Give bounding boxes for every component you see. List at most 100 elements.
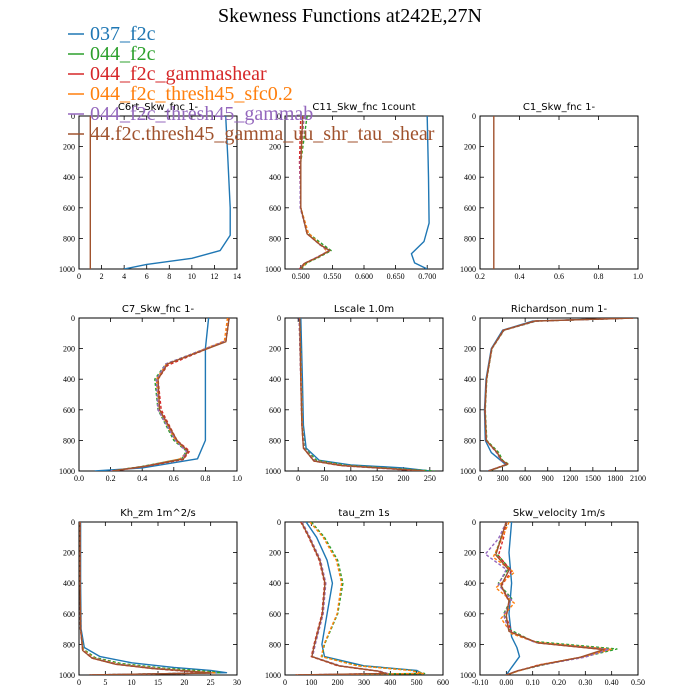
series-line-1 (94, 318, 210, 471)
legend-label: 044_f2c (90, 43, 156, 65)
series-line-4 (492, 522, 613, 675)
x-tick-label: 900 (542, 474, 554, 483)
y-tick-label: 400 (269, 375, 281, 384)
panel-title: tau_zm 1s (338, 508, 389, 519)
y-tick-label: 0 (71, 112, 75, 121)
y-tick-label: 1000 (59, 265, 75, 274)
x-tick-label: 600 (437, 678, 449, 687)
series-line-3 (497, 522, 608, 675)
x-tick-label: 400 (384, 678, 396, 687)
series-line-6 (484, 318, 634, 471)
y-tick-label: 200 (63, 143, 75, 152)
legend-label: 037_f2c (90, 23, 156, 45)
series-line-3 (79, 522, 207, 675)
x-tick-label: 200 (332, 678, 344, 687)
panels-group: C6rt_Skw_fnc 1-0 2 4 6 8 10 12 1402004006008001… (59, 102, 646, 687)
panel-3: C1_Skw_fnc 1- 0.2 0.4 0.6 0.8 1.0 0 200 400 600 80… (460, 102, 643, 281)
y-tick-label: 600 (464, 204, 476, 213)
x-tick-label: 1200 (562, 474, 578, 483)
y-tick-label: 0 (71, 518, 75, 527)
y-tick-label: 0 (277, 112, 281, 121)
y-tick-label: 600 (269, 204, 281, 213)
y-tick-label: 200 (63, 345, 75, 354)
series-line-1 (410, 116, 430, 269)
legend-label: 044_f2c_thresh45_sfc0.2 (90, 83, 293, 105)
y-tick-label: 800 (464, 640, 476, 649)
x-tick-label: 1.0 (633, 272, 643, 281)
y-tick-label: 200 (269, 345, 281, 354)
series-line-5 (296, 522, 389, 675)
figure-title: Skewness Functions at242E,27N (218, 5, 482, 27)
x-tick-label: 0.6 (169, 474, 179, 483)
y-tick-label: 600 (63, 406, 75, 415)
y-tick-label: 0 (472, 112, 476, 121)
x-tick-label: 12 (210, 272, 218, 281)
panel-7: Kh_zm 1m^2/s 0 5 10 15 20 25 30 0 200 400 600 800 100… (59, 508, 241, 687)
x-tick-label: 0.550 (323, 272, 341, 281)
y-tick-label: 400 (63, 173, 75, 182)
x-tick-label: 0 (478, 474, 482, 483)
series-line-5 (298, 318, 422, 471)
series-line-3 (298, 318, 420, 471)
x-tick-label: 0.10 (526, 678, 540, 687)
series-line-6 (79, 522, 212, 675)
y-tick-label: 1000 (460, 467, 476, 476)
series-line-1 (505, 522, 521, 675)
legend-item-4: 044_f2c_thresh45_sfc0.2 (68, 83, 293, 105)
series-line-6 (299, 318, 425, 471)
y-tick-label: 800 (464, 436, 476, 445)
x-tick-label: 0.0 (74, 474, 84, 483)
y-tick-label: 400 (464, 173, 476, 182)
y-tick-label: 200 (464, 143, 476, 152)
x-tick-label: 2100 (630, 474, 646, 483)
x-tick-label: 10 (188, 272, 196, 281)
legend-label: 44.f2c.thresh45_gamma_uu_shr_tau_shear (90, 123, 435, 145)
y-tick-label: 600 (63, 204, 75, 213)
y-tick-label: 200 (63, 549, 75, 558)
y-tick-label: 1000 (460, 265, 476, 274)
x-tick-label: 1500 (585, 474, 601, 483)
x-tick-label: 8 (167, 272, 171, 281)
x-tick-label: 0.20 (552, 678, 566, 687)
y-tick-label: 0 (472, 314, 476, 323)
y-tick-label: 600 (269, 406, 281, 415)
y-tick-label: 600 (269, 610, 281, 619)
series-line-5 (79, 522, 212, 675)
legend-item-3: 044_f2c_gammashear (68, 63, 267, 85)
series-line-2 (299, 318, 436, 471)
y-tick-label: 1000 (265, 671, 281, 680)
series-line-2 (110, 318, 230, 471)
legend-label: 044_f2c_gammashear (90, 63, 267, 85)
y-tick-label: 400 (464, 579, 476, 588)
legend-label: 044_f2c_thresh45_gammab (90, 103, 313, 125)
series-group (298, 116, 430, 269)
x-tick-label: 0.600 (355, 272, 373, 281)
plot-frame (78, 521, 238, 676)
x-tick-label: 600 (519, 474, 531, 483)
y-tick-label: 0 (71, 314, 75, 323)
panel-4: C7_Skw_fnc 1- 0.0 0.2 0.4 0.6 0.8 1.0 0 200 400 60… (59, 304, 242, 483)
x-tick-label: 0.500 (292, 272, 310, 281)
y-tick-label: 0 (472, 518, 476, 527)
series-line-1 (483, 318, 631, 471)
y-tick-label: 1000 (59, 671, 75, 680)
x-tick-label: 0.50 (631, 678, 645, 687)
panel-title: C11_Skw_fnc 1count (312, 102, 415, 113)
x-tick-label: 5 (103, 678, 107, 687)
x-tick-label: 6 (145, 272, 149, 281)
x-tick-label: 500 (411, 678, 423, 687)
x-tick-label: 1.0 (232, 474, 242, 483)
legend: 037_f2c044_f2c044_f2c_gammashear044_f2c_… (68, 23, 435, 145)
series-line-2 (79, 522, 222, 675)
series-line-5 (484, 522, 610, 675)
series-line-4 (299, 318, 425, 471)
x-tick-label: 0.2 (475, 272, 485, 281)
x-tick-label: 0.4 (515, 272, 525, 281)
x-tick-label: 0.8 (200, 474, 210, 483)
series-line-6 (495, 522, 605, 675)
series-line-4 (79, 522, 217, 675)
y-tick-label: 1000 (460, 671, 476, 680)
series-line-1 (79, 522, 228, 675)
y-tick-label: 800 (269, 436, 281, 445)
y-tick-label: 1000 (265, 467, 281, 476)
